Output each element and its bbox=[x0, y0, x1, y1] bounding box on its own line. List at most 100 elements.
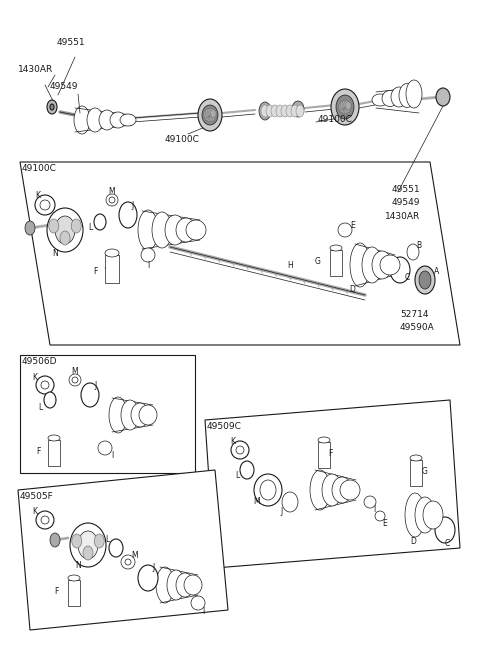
Ellipse shape bbox=[276, 105, 284, 117]
Text: 49590A: 49590A bbox=[400, 323, 435, 332]
Ellipse shape bbox=[109, 397, 127, 433]
Ellipse shape bbox=[48, 435, 60, 441]
Ellipse shape bbox=[340, 480, 360, 500]
Ellipse shape bbox=[344, 106, 350, 113]
Text: E: E bbox=[350, 220, 355, 230]
Ellipse shape bbox=[105, 249, 119, 257]
Ellipse shape bbox=[435, 517, 455, 543]
Ellipse shape bbox=[47, 208, 83, 252]
Text: D: D bbox=[410, 537, 416, 546]
Ellipse shape bbox=[156, 567, 174, 603]
Ellipse shape bbox=[120, 114, 136, 126]
Text: 49549: 49549 bbox=[50, 82, 79, 91]
Ellipse shape bbox=[310, 470, 330, 510]
Ellipse shape bbox=[339, 104, 345, 112]
Text: 1430AR: 1430AR bbox=[385, 212, 420, 221]
Ellipse shape bbox=[375, 511, 385, 521]
Ellipse shape bbox=[380, 255, 400, 275]
Ellipse shape bbox=[165, 215, 185, 245]
Text: I: I bbox=[147, 260, 149, 270]
Ellipse shape bbox=[261, 105, 269, 117]
Text: 49551: 49551 bbox=[392, 185, 420, 194]
Ellipse shape bbox=[339, 102, 345, 110]
Ellipse shape bbox=[44, 392, 56, 408]
Ellipse shape bbox=[141, 248, 155, 262]
Ellipse shape bbox=[211, 111, 216, 119]
Ellipse shape bbox=[236, 446, 244, 454]
Ellipse shape bbox=[344, 100, 350, 109]
Text: G: G bbox=[422, 468, 428, 476]
Text: 52714: 52714 bbox=[400, 310, 429, 319]
Ellipse shape bbox=[109, 539, 123, 557]
Ellipse shape bbox=[176, 573, 194, 597]
Polygon shape bbox=[20, 162, 460, 345]
Ellipse shape bbox=[210, 112, 216, 120]
Ellipse shape bbox=[204, 111, 209, 119]
Text: K: K bbox=[36, 190, 40, 199]
Ellipse shape bbox=[72, 534, 82, 548]
Ellipse shape bbox=[391, 87, 407, 107]
Ellipse shape bbox=[139, 405, 157, 425]
Ellipse shape bbox=[342, 106, 348, 113]
Ellipse shape bbox=[423, 501, 443, 529]
Ellipse shape bbox=[50, 104, 54, 110]
Text: M: M bbox=[72, 367, 78, 377]
Text: N: N bbox=[52, 249, 58, 258]
Ellipse shape bbox=[336, 95, 354, 119]
Ellipse shape bbox=[318, 437, 330, 443]
Ellipse shape bbox=[362, 247, 382, 283]
Ellipse shape bbox=[125, 559, 131, 565]
Ellipse shape bbox=[407, 244, 419, 260]
Ellipse shape bbox=[36, 511, 54, 529]
Ellipse shape bbox=[176, 218, 196, 242]
Ellipse shape bbox=[69, 374, 81, 386]
Ellipse shape bbox=[131, 403, 149, 427]
Ellipse shape bbox=[81, 383, 99, 407]
Ellipse shape bbox=[191, 596, 205, 610]
Ellipse shape bbox=[106, 194, 118, 206]
Ellipse shape bbox=[209, 113, 215, 121]
Text: F: F bbox=[36, 447, 40, 457]
Ellipse shape bbox=[110, 112, 126, 128]
Text: J: J bbox=[153, 564, 155, 573]
Text: I: I bbox=[373, 506, 375, 514]
Bar bbox=[20, 355, 195, 473]
Ellipse shape bbox=[332, 477, 352, 503]
Ellipse shape bbox=[271, 105, 279, 117]
Ellipse shape bbox=[372, 94, 388, 106]
Ellipse shape bbox=[330, 245, 342, 251]
Text: 49100C: 49100C bbox=[318, 115, 353, 124]
Ellipse shape bbox=[99, 110, 115, 130]
Ellipse shape bbox=[47, 100, 57, 114]
Ellipse shape bbox=[78, 531, 98, 559]
Ellipse shape bbox=[202, 105, 218, 125]
Text: F: F bbox=[328, 449, 332, 457]
Ellipse shape bbox=[231, 441, 249, 459]
Text: B: B bbox=[417, 241, 421, 251]
Ellipse shape bbox=[41, 381, 49, 389]
Text: D: D bbox=[349, 285, 355, 295]
Ellipse shape bbox=[296, 105, 304, 117]
Ellipse shape bbox=[25, 221, 35, 235]
Ellipse shape bbox=[338, 103, 344, 111]
Ellipse shape bbox=[345, 102, 351, 110]
Ellipse shape bbox=[260, 480, 276, 500]
Ellipse shape bbox=[346, 103, 351, 111]
Text: J: J bbox=[132, 201, 134, 209]
Text: 1430AR: 1430AR bbox=[18, 65, 53, 74]
Text: L: L bbox=[38, 403, 42, 411]
Text: K: K bbox=[33, 373, 37, 382]
Ellipse shape bbox=[138, 565, 158, 591]
Ellipse shape bbox=[35, 195, 55, 215]
Ellipse shape bbox=[71, 219, 81, 233]
Bar bbox=[330, 250, 342, 276]
Ellipse shape bbox=[415, 266, 435, 294]
Text: I: I bbox=[202, 607, 204, 617]
Text: 49549: 49549 bbox=[392, 198, 420, 207]
Ellipse shape bbox=[109, 197, 115, 203]
Ellipse shape bbox=[41, 516, 49, 524]
Text: 49509C: 49509C bbox=[207, 422, 242, 431]
Ellipse shape bbox=[167, 570, 185, 600]
Ellipse shape bbox=[281, 105, 289, 117]
Ellipse shape bbox=[340, 100, 346, 109]
